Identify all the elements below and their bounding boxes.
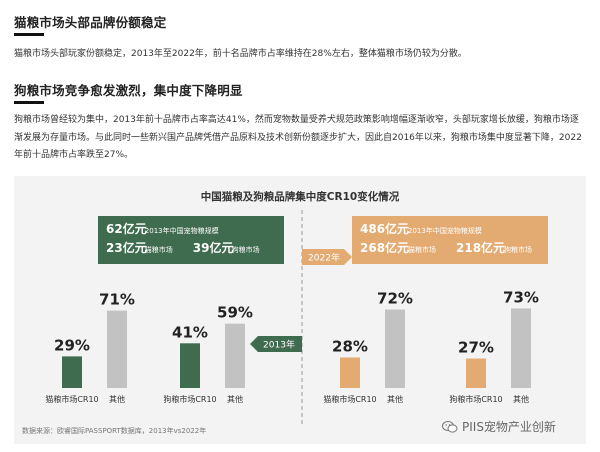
bar-2022年-狗粮-cr10 — [466, 358, 486, 388]
wechat-icon — [442, 420, 458, 433]
source-note: 数据来源：欧睿国际PASSPORT数据库，2013年vs2022年 — [22, 427, 207, 435]
bar-2013年-狗粮-cr10-value-label: 41% — [172, 323, 208, 341]
bar-2013年-狗粮-other-value-label: 59% — [217, 304, 253, 322]
info-2022-cat-value: 268亿元 — [360, 240, 409, 255]
section-2-heading: 狗粮市场竞争愈发激烈，集中度下降明显 — [14, 83, 243, 98]
info-2013-dog-value: 39亿元 — [193, 240, 234, 255]
bar-2022年-猫粮-other-category-label: 其他 — [387, 394, 403, 404]
bar-2022年-狗粮-cr10-value-label: 27% — [458, 339, 494, 357]
section-1-underline — [14, 33, 44, 36]
info-2013-dog-desc: 狗粮市场 — [232, 245, 260, 254]
info-2013-total-value: 62亿元 — [106, 221, 147, 236]
bar-2022年-猫粮-cr10-category-label: 猫粮市场CR10 — [323, 394, 376, 404]
info-2013-info-box — [98, 216, 284, 264]
bar-2013年-狗粮-other-category-label: 其他 — [227, 394, 243, 404]
bar-2013年-猫粮-cr10-category-label: 猫粮市场CR10 — [45, 394, 98, 404]
bar-2022年-狗粮-other — [511, 308, 531, 388]
bar-2013年-猫粮-other-category-label: 其他 — [109, 394, 125, 404]
year-tag-2013-label: 2013年 — [263, 339, 295, 351]
bar-2022年-狗粮-cr10-category-label: 狗粮市场CR10 — [449, 394, 502, 404]
bar-2013年-猫粮-cr10-value-label: 29% — [54, 336, 90, 354]
bar-2022年-猫粮-other-value-label: 72% — [377, 290, 413, 308]
bar-2013年-猫粮-other — [107, 310, 127, 388]
info-2022-total-desc: 2013年中国宠物粮规模 — [408, 226, 482, 235]
cr10-chart: 中国猫粮及狗粮品牌集中度CR10变化情况62亿元2013年中国宠物粮规模23亿元… — [45, 190, 548, 426]
info-2013-cat-desc: 猫粮市场 — [145, 245, 173, 254]
bar-2022年-狗粮-other-value-label: 73% — [503, 288, 539, 306]
info-2022-cat-desc: 猫粮市场 — [408, 245, 436, 254]
section-1-body: 猫粮市场头部玩家份额稳定，2013年至2022年，前十名品牌市占率维持在28%左… — [14, 49, 467, 59]
info-2013-cat-value: 23亿元 — [106, 240, 147, 255]
info-2022-dog-value: 218亿元 — [456, 240, 505, 255]
bar-2013年-猫粮-cr10 — [62, 356, 82, 388]
section-1-heading: 猫粮市场头部品牌份额稳定 — [14, 15, 167, 30]
watermark-text: PIIS宠物产业创新 — [462, 420, 556, 434]
chart-title: 中国猫粮及狗粮品牌集中度CR10变化情况 — [201, 190, 400, 203]
chart-panel: 中国猫粮及狗粮品牌集中度CR10变化情况 62亿元 2013年中国宠物粮规模 23亿元… — [14, 176, 586, 444]
bar-2022年-猫粮-cr10-value-label: 28% — [332, 337, 368, 355]
section-2-body: 狗粮市场曾经较为集中，2013年前十品牌市占率高达41%，然而宠物数量受养犬规范… — [14, 115, 582, 160]
info-2022-dog-desc: 狗粮市场 — [504, 245, 532, 254]
year-tag-2022-label: 2022年 — [308, 252, 340, 264]
info-2013-total-desc: 2013年中国宠物粮规模 — [145, 226, 219, 235]
info-2022-info-box — [352, 216, 548, 264]
bar-2013年-狗粮-cr10 — [180, 343, 200, 388]
section-2-underline — [14, 101, 44, 104]
bar-2013年-猫粮-other-value-label: 71% — [99, 291, 135, 309]
bar-2022年-猫粮-other — [385, 309, 405, 388]
year-tag-2013-shape — [250, 336, 302, 352]
bar-2022年-猫粮-cr10 — [340, 357, 360, 388]
bar-2022年-狗粮-other-category-label: 其他 — [513, 394, 529, 404]
info-2022-total-value: 486亿元 — [360, 221, 409, 236]
watermark: PIIS宠物产业创新 — [442, 418, 556, 435]
year-tag-2022-shape — [302, 249, 352, 265]
bar-2013年-狗粮-cr10-category-label: 狗粮市场CR10 — [163, 394, 216, 404]
bar-2013年-狗粮-other — [225, 323, 245, 388]
